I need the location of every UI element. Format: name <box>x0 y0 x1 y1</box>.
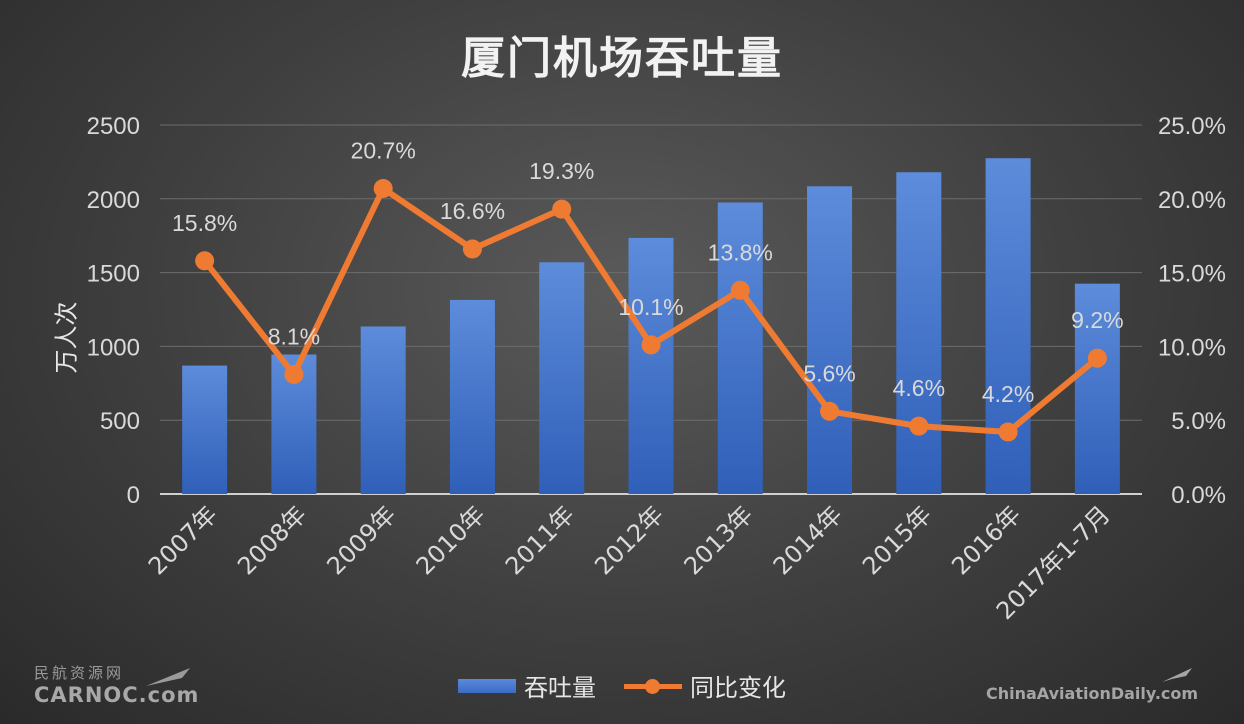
bar <box>717 202 763 495</box>
data-label: 4.2% <box>982 381 1034 407</box>
data-label: 8.1% <box>268 323 320 349</box>
y2-tick-label: 20.0% <box>1158 187 1226 214</box>
y-tick-label: 2000 <box>87 187 140 214</box>
y2-tick-label: 0.0% <box>1171 482 1226 509</box>
line-point <box>909 416 929 436</box>
data-label: 15.8% <box>172 210 237 236</box>
x-tick-label: 2010年 <box>411 500 491 580</box>
x-tick-label: 2013年 <box>679 500 759 580</box>
legend-line-swatch <box>624 678 682 694</box>
y2-tick-label: 10.0% <box>1158 334 1226 361</box>
data-label: 16.6% <box>440 198 505 224</box>
legend: 吞吐量 同比变化 <box>0 668 1244 703</box>
y-tick-label: 1000 <box>87 334 140 361</box>
legend-bar-swatch <box>458 678 516 693</box>
line-point <box>1087 348 1107 368</box>
x-tick-label: 2011年 <box>500 500 580 580</box>
carnoc-logo-en: CARNOC.com <box>34 683 200 707</box>
bar <box>182 365 228 494</box>
data-label: 13.8% <box>708 239 773 265</box>
bar <box>539 262 585 494</box>
legend-line-label: 同比变化 <box>690 674 786 702</box>
y2-tick-label: 5.0% <box>1171 408 1226 435</box>
data-label: 19.3% <box>529 158 594 184</box>
bar <box>360 326 406 494</box>
data-label: 4.6% <box>893 375 945 401</box>
line-point <box>730 280 750 300</box>
x-tick-label: 2009年 <box>321 500 401 580</box>
plane-icon <box>1162 668 1192 682</box>
legend-item-bar: 吞吐量 <box>458 668 596 703</box>
x-tick-label: 2008年 <box>232 500 312 580</box>
bar <box>449 299 495 494</box>
line-point <box>284 364 304 384</box>
line-point <box>552 199 572 219</box>
data-label: 9.2% <box>1071 307 1123 333</box>
x-tick-label: 2007年 <box>143 500 223 580</box>
legend-bar-label: 吞吐量 <box>524 674 596 702</box>
legend-item-line: 同比变化 <box>624 668 786 703</box>
x-tick-label: 2012年 <box>589 500 669 580</box>
bar <box>628 237 674 494</box>
line-point <box>373 178 393 198</box>
data-label: 10.1% <box>618 294 683 320</box>
line-point <box>195 251 215 271</box>
plane-icon <box>146 668 190 686</box>
y2-tick-label: 25.0% <box>1158 113 1226 140</box>
line-point <box>641 335 661 355</box>
y-tick-label: 1500 <box>87 261 140 288</box>
bar <box>896 172 942 494</box>
x-tick-label: 2016年 <box>946 500 1026 580</box>
line-point <box>462 239 482 259</box>
y-tick-label: 0 <box>127 482 140 509</box>
chart-title: 厦门机场吞吐量 <box>461 33 783 84</box>
y-tick-label: 2500 <box>87 113 140 140</box>
carnoc-logo: 民航资源网 CARNOC.com <box>34 662 214 708</box>
bar <box>1074 283 1120 494</box>
carnoc-logo-cn: 民航资源网 <box>34 664 125 682</box>
line-point <box>998 422 1018 442</box>
y-axis-label: 万人次 <box>52 301 81 374</box>
line-point <box>820 401 840 421</box>
data-label: 5.6% <box>803 360 855 386</box>
chinaaviationdaily-logo: ChinaAviationDaily.com <box>986 684 1199 703</box>
y-tick-label: 500 <box>100 408 140 435</box>
x-tick-label: 2015年 <box>857 500 937 580</box>
y2-tick-label: 15.0% <box>1158 261 1226 288</box>
x-tick-label: 2014年 <box>768 500 848 580</box>
bar <box>985 158 1031 494</box>
bar <box>807 186 853 494</box>
data-label: 20.7% <box>351 137 416 163</box>
